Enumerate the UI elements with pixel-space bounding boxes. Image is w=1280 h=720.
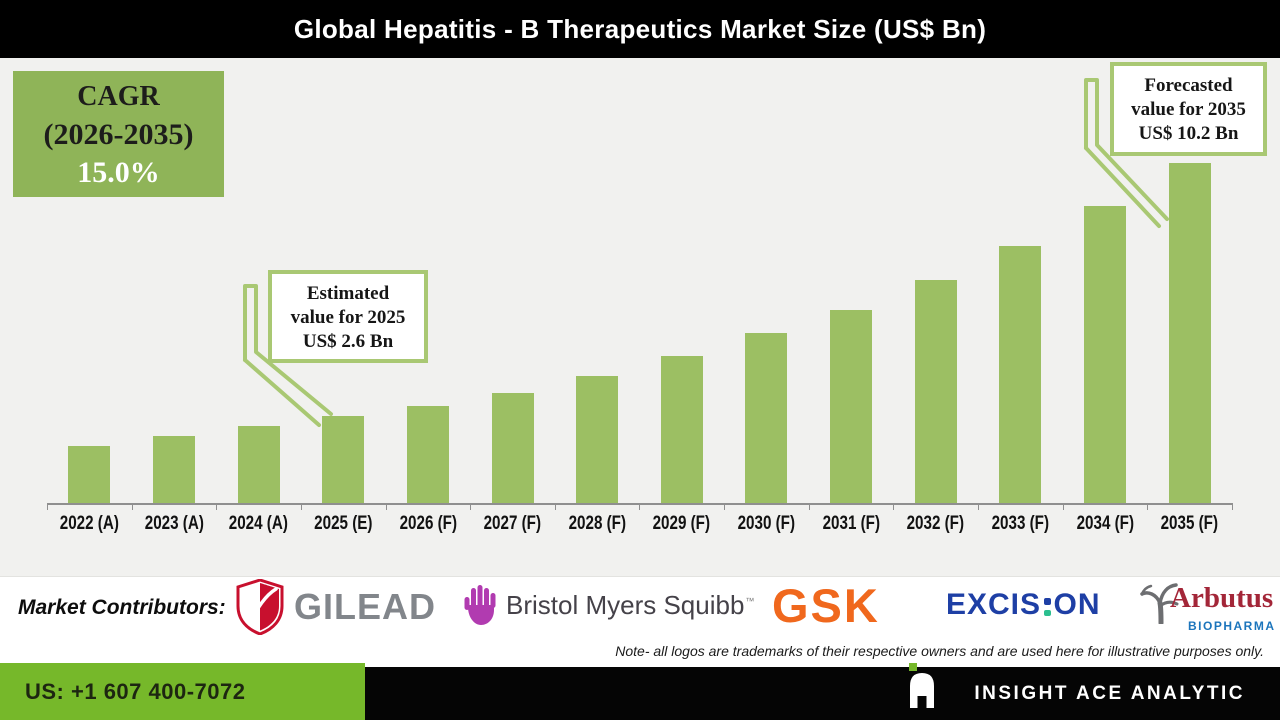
cagr-period: (2026-2035) (43, 118, 194, 151)
bar-2022 (A) (68, 446, 111, 503)
x-axis-label: 2025 (E) (314, 513, 373, 534)
cagr-badge: CAGR (2026-2035) 15.0% (13, 71, 224, 197)
x-axis-label: 2031 (F) (822, 513, 880, 534)
arbutus-biopharma-label: BIOPHARMA (1188, 619, 1276, 633)
gilead-shield-leaf-icon (236, 579, 284, 635)
excision-logo: EXCIS ON (946, 590, 1101, 620)
cagr-value: 15.0% (77, 156, 160, 189)
excision-colon-icon (1044, 598, 1051, 616)
x-axis-label: 2033 (F) (991, 513, 1050, 534)
x-axis-tick (131, 504, 133, 510)
arbutus-wordmark: Arbutus (1170, 582, 1274, 614)
x-axis-tick (639, 504, 641, 510)
gsk-logo: GSK (772, 579, 880, 632)
x-axis-tick (216, 504, 218, 510)
excision-colon-dot-top (1044, 598, 1051, 605)
gilead-wordmark: GILEAD (294, 586, 437, 627)
excision-colon-dot-bottom (1044, 609, 1051, 616)
excision-wordmark-left: EXCIS (946, 588, 1042, 621)
bms-hand-icon (464, 585, 496, 625)
x-axis-label: 2034 (F) (1076, 513, 1134, 534)
market-contributors-label: Market Contributors: (18, 596, 226, 619)
x-axis-label: 2029 (F) (653, 513, 711, 534)
excision-wordmark-right: ON (1053, 588, 1101, 621)
x-axis-tick (724, 504, 726, 510)
arbutus-biopharma-logo: Arbutus BIOPHARMA (1138, 578, 1274, 638)
bar-2023 (A) (152, 436, 195, 503)
x-axis-tick (1062, 504, 1064, 510)
bms-name: Bristol Myers Squibb (506, 589, 745, 620)
title-bar: Global Hepatitis - B Therapeutics Market… (0, 0, 1280, 58)
bristol-myers-squibb-logo: Bristol Myers Squibb™ (464, 585, 754, 625)
bar-2030 (F) (745, 333, 788, 503)
insight-ace-letter-a-logo-icon (909, 663, 934, 708)
insight-ace-analytic-wordmark: INSIGHT ACE ANALYTIC (974, 683, 1245, 704)
bar-2026 (F) (406, 406, 449, 503)
callout-forecasted-2035: Forecasted value for 2035 US$ 10.2 Bn (1110, 62, 1267, 156)
chart-section: 2022 (A) 2023 (A) 2024 (A) 2025 (E) 2026 (F)… (0, 58, 1280, 577)
bar-2025 (E) (322, 416, 365, 503)
bar-2033 (F) (999, 246, 1042, 503)
bar-2035 (F) (1168, 163, 1211, 503)
trademark-note: Note- all logos are trademarks of their … (615, 643, 1264, 659)
x-axis-tick (1231, 504, 1233, 510)
callout-line: value for 2035 (1131, 99, 1246, 120)
callout-line: Estimated (306, 283, 390, 304)
bar-plot: 2022 (A) 2023 (A) 2024 (A) 2025 (E) 2026 (F)… (0, 58, 1280, 576)
x-axis-label: 2032 (F) (906, 513, 965, 534)
x-axis-tick (385, 504, 387, 510)
bar-2034 (F) (1084, 206, 1126, 503)
x-axis-tick (893, 504, 895, 510)
callout-line: Forecasted (1144, 75, 1233, 96)
x-axis-label: 2027 (F) (483, 513, 542, 534)
x-axis-tick (808, 504, 810, 510)
trademark-symbol: ™ (745, 595, 755, 606)
cagr-title: CAGR (77, 81, 160, 112)
x-axis-tick (554, 504, 556, 510)
callout-line: value for 2025 (290, 307, 406, 328)
arbutus-tree-icon (1140, 583, 1179, 624)
x-axis-label: 2024 (A) (229, 513, 289, 534)
x-axis-label: 2023 (A) (144, 513, 204, 534)
phone-number: US: +1 607 400-7072 (25, 678, 246, 704)
callout-estimated-2025: Estimated value for 2025 US$ 2.6 Bn (268, 270, 428, 363)
bar-2029 (F) (660, 356, 703, 503)
market-contributors-band: Market Contributors: GILEAD Bristol Myer… (0, 577, 1280, 667)
x-axis-tick (470, 504, 472, 510)
gilead-logo: GILEAD (236, 578, 436, 636)
footer-contact-box: US: +1 607 400-7072 (0, 663, 365, 720)
x-axis-label: 2035 (F) (1160, 513, 1219, 534)
x-axis-label: 2030 (F) (737, 513, 796, 534)
x-axis-label: 2022 (A) (59, 513, 119, 534)
bar-2031 (F) (830, 309, 873, 503)
x-axis-label: 2028 (F) (568, 513, 626, 534)
x-axis-tick (300, 504, 302, 510)
bar-2028 (F) (576, 376, 619, 503)
bar-2027 (F) (491, 393, 534, 503)
callout-line: US$ 10.2 Bn (1138, 123, 1239, 144)
page-title: Global Hepatitis - B Therapeutics Market… (293, 13, 987, 44)
x-axis-tick (1147, 504, 1149, 510)
bms-wordmark: Bristol Myers Squibb™ (506, 590, 754, 621)
bar-2024 (A) (237, 426, 280, 503)
bar-2032 (F) (914, 279, 957, 503)
x-axis-tick (47, 504, 48, 510)
callout-line: US$ 2.6 Bn (302, 331, 394, 352)
x-axis-label: 2026 (F) (399, 513, 457, 534)
x-axis-tick (978, 504, 980, 510)
